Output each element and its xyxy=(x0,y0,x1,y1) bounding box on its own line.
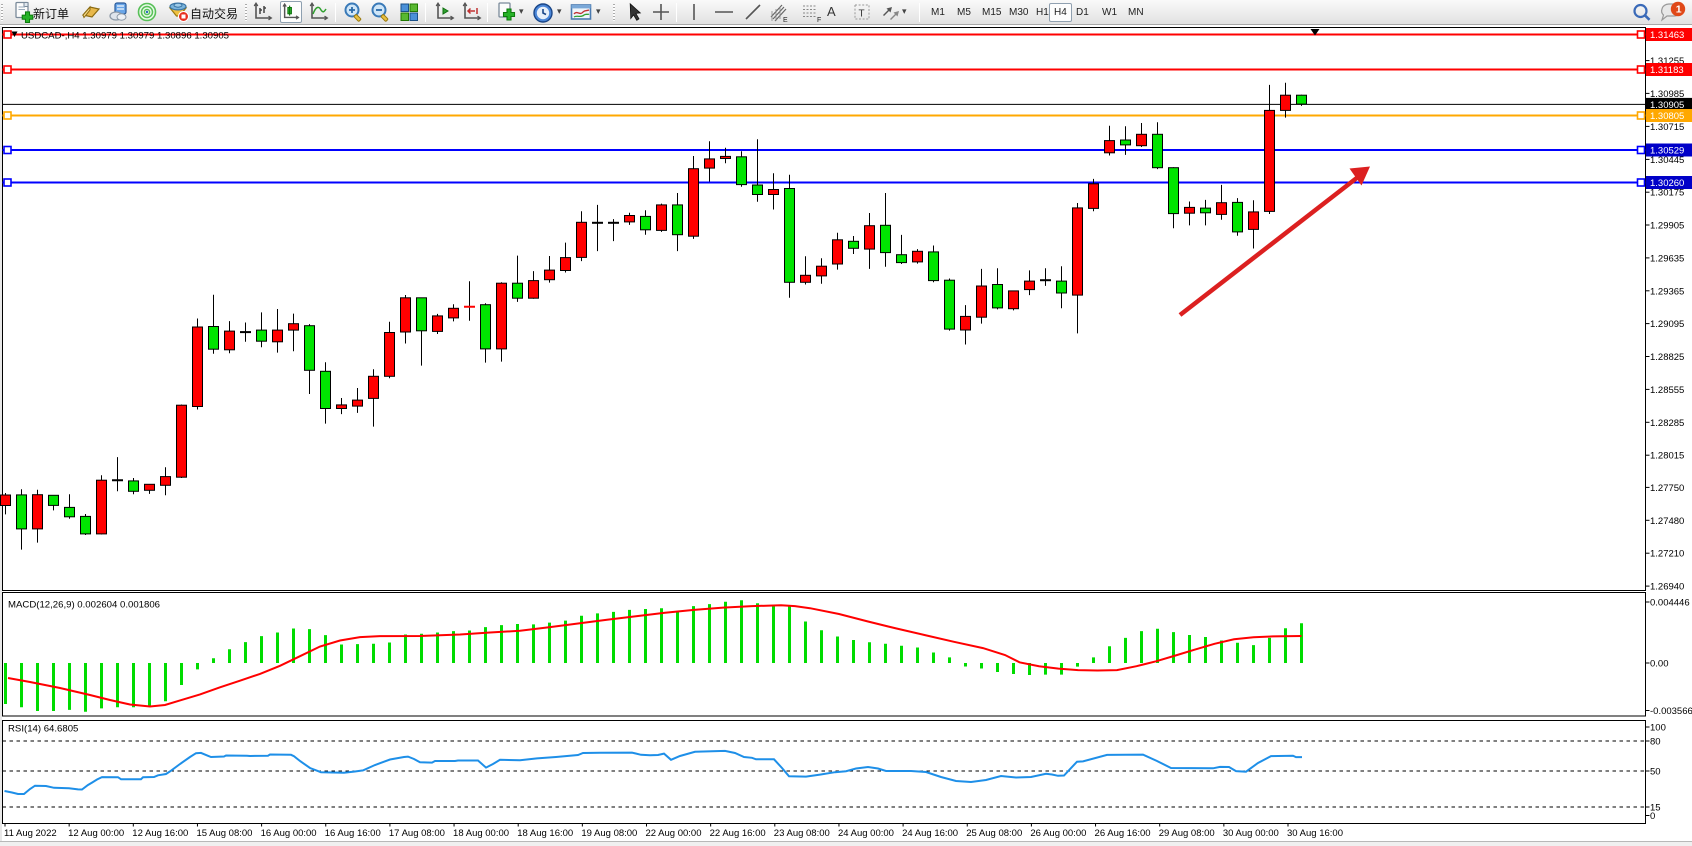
svg-text:USDCAD-,H4 1.30979 1.30979 1.: USDCAD-,H4 1.30979 1.30979 1.30896 1.309… xyxy=(21,31,229,42)
svg-text:17 Aug 08:00: 17 Aug 08:00 xyxy=(389,828,445,839)
svg-text:1.27210: 1.27210 xyxy=(1650,549,1684,560)
svg-text:18 Aug 16:00: 18 Aug 16:00 xyxy=(517,828,573,839)
svg-text:1.31463: 1.31463 xyxy=(1650,30,1684,41)
svg-text:1.30529: 1.30529 xyxy=(1650,146,1684,157)
svg-text:24 Aug 16:00: 24 Aug 16:00 xyxy=(902,828,958,839)
svg-text:1.30805: 1.30805 xyxy=(1650,111,1684,122)
svg-text:1.29095: 1.29095 xyxy=(1650,319,1684,330)
svg-text:1.30905: 1.30905 xyxy=(1650,100,1684,111)
svg-text:22 Aug 00:00: 22 Aug 00:00 xyxy=(646,828,702,839)
svg-text:1.29905: 1.29905 xyxy=(1650,221,1684,232)
svg-text:0.00: 0.00 xyxy=(1650,659,1669,670)
svg-text:16 Aug 16:00: 16 Aug 16:00 xyxy=(325,828,381,839)
svg-text:-0.003566: -0.003566 xyxy=(1650,706,1692,717)
svg-text:1.28555: 1.28555 xyxy=(1650,385,1684,396)
svg-text:12 Aug 00:00: 12 Aug 00:00 xyxy=(68,828,124,839)
svg-text:1.27480: 1.27480 xyxy=(1650,516,1684,527)
svg-text:1.26940: 1.26940 xyxy=(1650,582,1684,593)
svg-text:0.004446: 0.004446 xyxy=(1650,598,1690,609)
svg-text:19 Aug 08:00: 19 Aug 08:00 xyxy=(581,828,637,839)
svg-text:1.31255: 1.31255 xyxy=(1650,56,1684,67)
svg-text:50: 50 xyxy=(1650,767,1661,778)
svg-text:100: 100 xyxy=(1650,723,1666,734)
svg-text:RSI(14) 64.6805: RSI(14) 64.6805 xyxy=(8,724,78,735)
svg-text:26 Aug 16:00: 26 Aug 16:00 xyxy=(1095,828,1151,839)
svg-text:80: 80 xyxy=(1650,737,1661,748)
svg-text:1: 1 xyxy=(1676,4,1682,16)
svg-text:15: 15 xyxy=(1650,803,1661,814)
svg-text:E: E xyxy=(783,17,788,24)
svg-text:25 Aug 08:00: 25 Aug 08:00 xyxy=(966,828,1022,839)
svg-text:29 Aug 08:00: 29 Aug 08:00 xyxy=(1159,828,1215,839)
svg-text:MACD(12,26,9) 0.002604 0.00180: MACD(12,26,9) 0.002604 0.001806 xyxy=(8,600,160,611)
svg-text:1.30175: 1.30175 xyxy=(1650,188,1684,199)
svg-text:1.29635: 1.29635 xyxy=(1650,253,1684,264)
svg-text:1.30445: 1.30445 xyxy=(1650,155,1684,166)
svg-text:0: 0 xyxy=(1650,811,1655,822)
svg-text:26 Aug 00:00: 26 Aug 00:00 xyxy=(1030,828,1086,839)
svg-text:1.27750: 1.27750 xyxy=(1650,483,1684,494)
svg-text:11 Aug 2022: 11 Aug 2022 xyxy=(4,828,57,839)
svg-text:12 Aug 16:00: 12 Aug 16:00 xyxy=(132,828,188,839)
svg-text:1.30715: 1.30715 xyxy=(1650,122,1684,133)
svg-text:18 Aug 00:00: 18 Aug 00:00 xyxy=(453,828,509,839)
svg-text:30 Aug 00:00: 30 Aug 00:00 xyxy=(1223,828,1279,839)
svg-text:1.30985: 1.30985 xyxy=(1650,89,1684,100)
svg-text:30 Aug 16:00: 30 Aug 16:00 xyxy=(1287,828,1343,839)
svg-text:1.30260: 1.30260 xyxy=(1650,178,1684,189)
svg-text:1.31183: 1.31183 xyxy=(1650,65,1684,76)
svg-text:24 Aug 00:00: 24 Aug 00:00 xyxy=(838,828,894,839)
svg-text:16 Aug 00:00: 16 Aug 00:00 xyxy=(261,828,317,839)
svg-text:23 Aug 08:00: 23 Aug 08:00 xyxy=(774,828,830,839)
svg-text:T: T xyxy=(859,9,865,20)
svg-text:1.28015: 1.28015 xyxy=(1650,451,1684,462)
svg-text:15 Aug 08:00: 15 Aug 08:00 xyxy=(196,828,252,839)
svg-text:1.28825: 1.28825 xyxy=(1650,352,1684,363)
svg-text:1.28285: 1.28285 xyxy=(1650,418,1684,429)
svg-text:F: F xyxy=(817,17,821,24)
svg-text:22 Aug 16:00: 22 Aug 16:00 xyxy=(710,828,766,839)
svg-text:1.29365: 1.29365 xyxy=(1650,286,1684,297)
